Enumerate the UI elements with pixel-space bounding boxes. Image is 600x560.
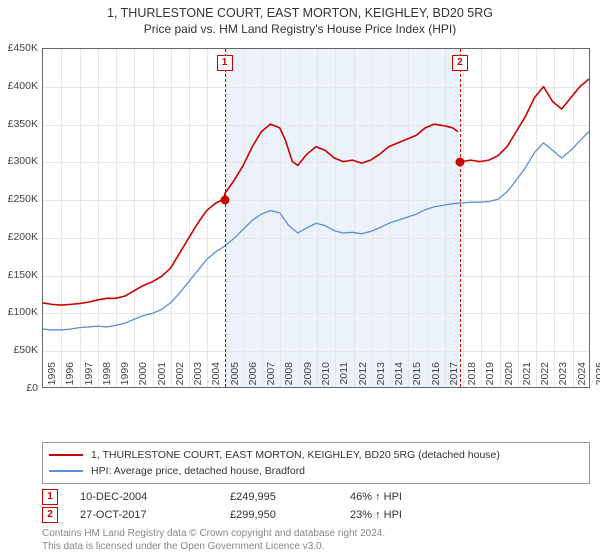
sale-row-2: 2 27-OCT-2017 £299,950 23% ↑ HPI [42, 506, 590, 524]
legend-row-hpi: HPI: Average price, detached house, Brad… [49, 463, 583, 479]
x-tick-label: 2014 [393, 362, 405, 392]
legend-row-property: 1, THURLESTONE COURT, EAST MORTON, KEIGH… [49, 447, 583, 463]
x-tick-label: 2003 [192, 362, 204, 392]
x-tick-label: 2019 [484, 362, 496, 392]
legend-label-property: 1, THURLESTONE COURT, EAST MORTON, KEIGH… [91, 449, 500, 461]
sale-marker-dot [455, 158, 464, 167]
sale-marker-badge: 1 [217, 55, 233, 71]
x-tick-label: 2022 [539, 362, 551, 392]
attribution: Contains HM Land Registry data © Crown c… [42, 528, 590, 553]
plot-area: 12 [42, 48, 590, 388]
x-tick-label: 2021 [521, 362, 533, 392]
x-tick-label: 2025 [594, 362, 600, 392]
x-tick-label: 2004 [210, 362, 222, 392]
legend: 1, THURLESTONE COURT, EAST MORTON, KEIGH… [42, 442, 590, 484]
swatch-property [49, 454, 83, 456]
sale-badge-2: 2 [42, 507, 58, 523]
series-property [43, 124, 458, 305]
x-tick-label: 2006 [247, 362, 259, 392]
x-tick-label: 2001 [156, 362, 168, 392]
y-tick-label: £450K [0, 42, 38, 54]
sale-row-1: 1 10-DEC-2004 £249,995 46% ↑ HPI [42, 488, 590, 506]
sale-marker-line [460, 49, 461, 387]
x-tick-label: 2013 [375, 362, 387, 392]
x-tick-label: 2000 [137, 362, 149, 392]
y-tick-label: £50K [0, 344, 38, 356]
x-tick-label: 2010 [320, 362, 332, 392]
x-tick-label: 2020 [503, 362, 515, 392]
x-tick-label: 2007 [265, 362, 277, 392]
x-tick-label: 2015 [411, 362, 423, 392]
sale-pct-1: 46% ↑ HPI [350, 491, 470, 503]
lines-svg [43, 49, 589, 387]
x-tick-label: 1999 [119, 362, 131, 392]
chart-container: 1, THURLESTONE COURT, EAST MORTON, KEIGH… [0, 0, 600, 560]
x-tick-label: 2005 [229, 362, 241, 392]
sales-table: 1 10-DEC-2004 £249,995 46% ↑ HPI 2 27-OC… [42, 488, 590, 524]
series-hpi [43, 132, 589, 330]
sale-date-2: 27-OCT-2017 [80, 509, 230, 521]
x-tick-label: 2009 [302, 362, 314, 392]
x-tick-label: 2016 [430, 362, 442, 392]
x-tick-label: 2017 [448, 362, 460, 392]
x-tick-label: 1996 [64, 362, 76, 392]
plot-wrap: 12 £0£50K£100K£150K£200K£250K£300K£350K£… [42, 48, 590, 408]
y-tick-label: £200K [0, 231, 38, 243]
title-main: 1, THURLESTONE COURT, EAST MORTON, KEIGH… [0, 6, 600, 20]
x-tick-label: 1997 [83, 362, 95, 392]
series-property2 [458, 79, 589, 162]
sale-date-1: 10-DEC-2004 [80, 491, 230, 503]
sale-marker-line [225, 49, 226, 387]
x-tick-label: 1995 [46, 362, 58, 392]
sale-marker-dot [220, 196, 229, 205]
x-tick-label: 2018 [466, 362, 478, 392]
x-tick-label: 2002 [174, 362, 186, 392]
y-tick-label: £150K [0, 269, 38, 281]
x-tick-label: 2008 [283, 362, 295, 392]
attribution-line2: This data is licensed under the Open Gov… [42, 541, 590, 554]
y-tick-label: £100K [0, 306, 38, 318]
y-tick-label: £300K [0, 155, 38, 167]
x-tick-label: 2011 [338, 362, 350, 392]
sale-badge-1: 1 [42, 489, 58, 505]
y-tick-label: £350K [0, 118, 38, 130]
y-tick-label: £0 [0, 382, 38, 394]
title-sub: Price paid vs. HM Land Registry's House … [0, 22, 600, 36]
x-tick-label: 2024 [576, 362, 588, 392]
sale-pct-2: 23% ↑ HPI [350, 509, 470, 521]
sale-marker-badge: 2 [452, 55, 468, 71]
x-tick-label: 1998 [101, 362, 113, 392]
sale-price-2: £299,950 [230, 509, 350, 521]
y-tick-label: £400K [0, 80, 38, 92]
y-tick-label: £250K [0, 193, 38, 205]
swatch-hpi [49, 470, 83, 472]
sale-price-1: £249,995 [230, 491, 350, 503]
x-tick-label: 2023 [557, 362, 569, 392]
x-tick-label: 2012 [357, 362, 369, 392]
attribution-line1: Contains HM Land Registry data © Crown c… [42, 528, 590, 541]
titles: 1, THURLESTONE COURT, EAST MORTON, KEIGH… [0, 0, 600, 36]
legend-label-hpi: HPI: Average price, detached house, Brad… [91, 465, 305, 477]
